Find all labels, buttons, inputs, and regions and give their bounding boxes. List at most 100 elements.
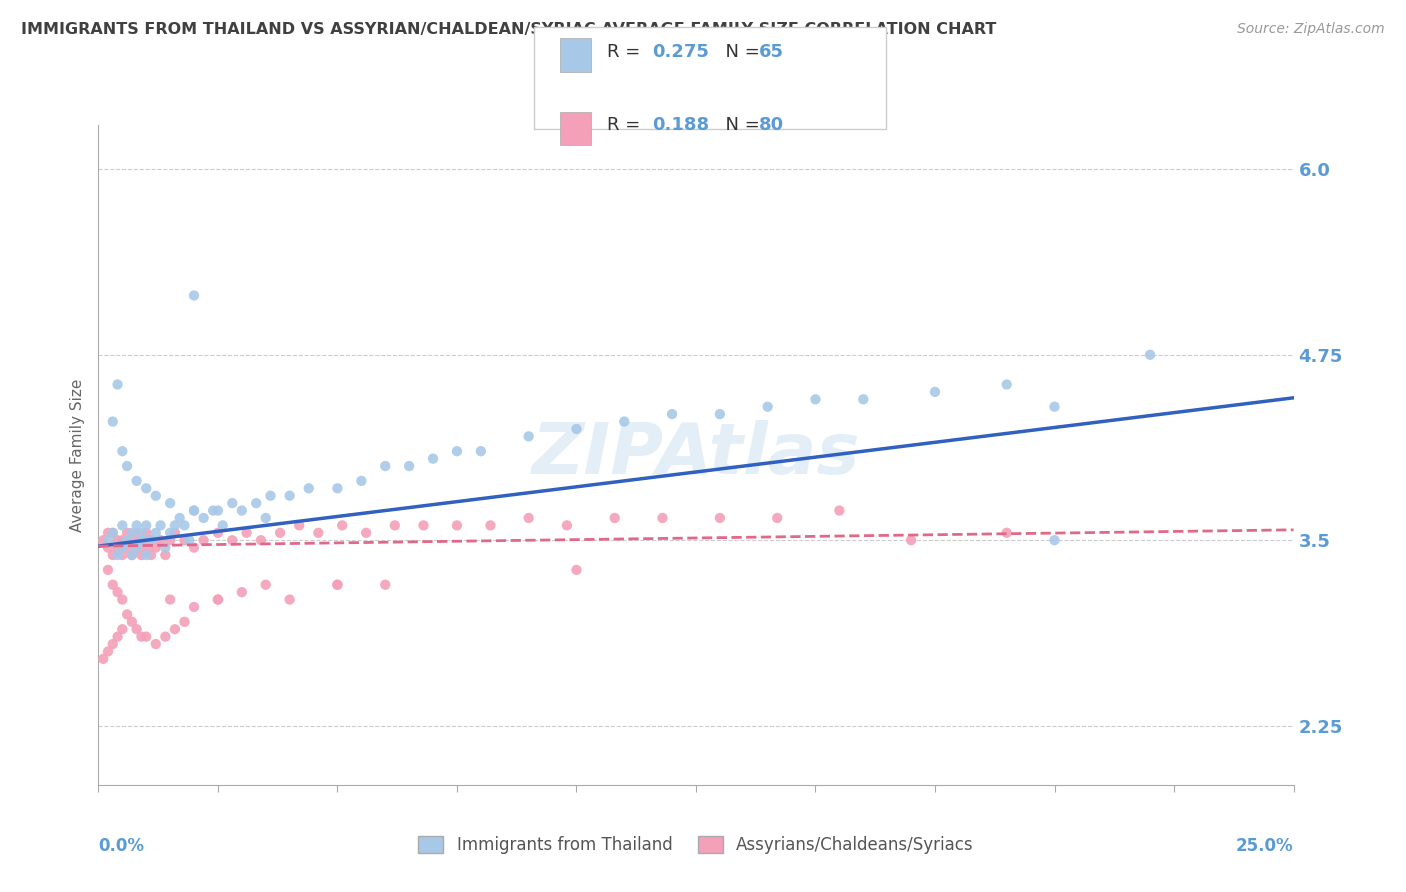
Point <box>159 592 181 607</box>
Point <box>107 630 129 644</box>
Point <box>278 592 301 607</box>
Point <box>288 518 311 533</box>
Point <box>121 533 143 548</box>
Point <box>131 630 153 644</box>
Point <box>131 525 153 540</box>
Point <box>101 525 124 540</box>
Point <box>193 533 215 548</box>
Point <box>135 518 157 533</box>
Point <box>183 599 205 614</box>
Point <box>183 503 205 517</box>
Point <box>97 563 120 577</box>
Point <box>155 548 177 562</box>
Point <box>159 533 181 548</box>
Point <box>254 578 277 592</box>
Point <box>565 563 588 577</box>
Point <box>111 592 134 607</box>
Point <box>173 518 195 533</box>
Point <box>107 548 129 562</box>
Point <box>91 652 114 666</box>
Point <box>254 511 277 525</box>
Point <box>412 518 434 533</box>
Point <box>350 474 373 488</box>
Point <box>603 511 626 525</box>
Point <box>766 511 789 525</box>
Point <box>121 615 143 629</box>
Text: 65: 65 <box>759 43 785 61</box>
Text: N =: N = <box>714 43 766 61</box>
Point <box>97 541 120 555</box>
Point <box>139 548 162 562</box>
Point <box>354 525 377 540</box>
Point <box>101 525 124 540</box>
Point <box>179 533 201 548</box>
Text: 80: 80 <box>759 116 785 134</box>
Point <box>269 525 291 540</box>
Point <box>221 533 243 548</box>
Point <box>446 444 468 458</box>
Point <box>111 518 134 533</box>
Point <box>115 458 138 473</box>
Point <box>125 525 148 540</box>
Point <box>107 541 129 555</box>
Point <box>555 518 578 533</box>
Point <box>115 533 138 548</box>
Point <box>173 533 195 548</box>
Point <box>326 578 349 592</box>
Point <box>1043 533 1066 548</box>
Text: N =: N = <box>714 116 766 134</box>
Point <box>115 607 138 622</box>
Point <box>446 518 468 533</box>
Point <box>115 525 138 540</box>
Point <box>183 541 205 555</box>
Point <box>145 525 167 540</box>
Point <box>470 444 492 458</box>
Point <box>107 377 129 392</box>
Point <box>995 525 1018 540</box>
Text: 0.188: 0.188 <box>652 116 710 134</box>
Point <box>101 548 124 562</box>
Point <box>131 533 153 548</box>
Text: 25.0%: 25.0% <box>1236 837 1294 855</box>
Point <box>479 518 502 533</box>
Point <box>159 496 181 510</box>
Point <box>111 444 134 458</box>
Point <box>125 518 148 533</box>
Point <box>163 525 186 540</box>
Point <box>145 541 167 555</box>
Text: 0.275: 0.275 <box>652 43 709 61</box>
Point <box>651 511 673 525</box>
Point <box>111 622 134 636</box>
Point <box>145 637 167 651</box>
Point <box>115 541 138 555</box>
Point <box>135 541 157 555</box>
Point <box>924 384 946 399</box>
Point <box>852 392 875 407</box>
Text: Source: ZipAtlas.com: Source: ZipAtlas.com <box>1237 22 1385 37</box>
Point <box>613 415 636 429</box>
Point <box>709 407 731 421</box>
Point <box>330 518 353 533</box>
Point <box>101 637 124 651</box>
Point <box>374 578 396 592</box>
Point <box>159 525 181 540</box>
Point <box>221 496 243 510</box>
Point <box>1139 348 1161 362</box>
Point <box>307 525 329 540</box>
Point <box>709 511 731 525</box>
Point <box>139 533 162 548</box>
Point <box>173 615 195 629</box>
Point <box>326 481 349 495</box>
Point <box>97 525 120 540</box>
Point <box>298 481 321 495</box>
Point <box>125 474 148 488</box>
Y-axis label: Average Family Size: Average Family Size <box>70 378 86 532</box>
Point <box>828 503 851 517</box>
Point <box>565 422 588 436</box>
Point <box>97 644 120 658</box>
Point <box>169 511 191 525</box>
Point <box>107 585 129 599</box>
Text: ZIPAtlas: ZIPAtlas <box>531 420 860 490</box>
Point <box>374 458 396 473</box>
Point <box>384 518 406 533</box>
